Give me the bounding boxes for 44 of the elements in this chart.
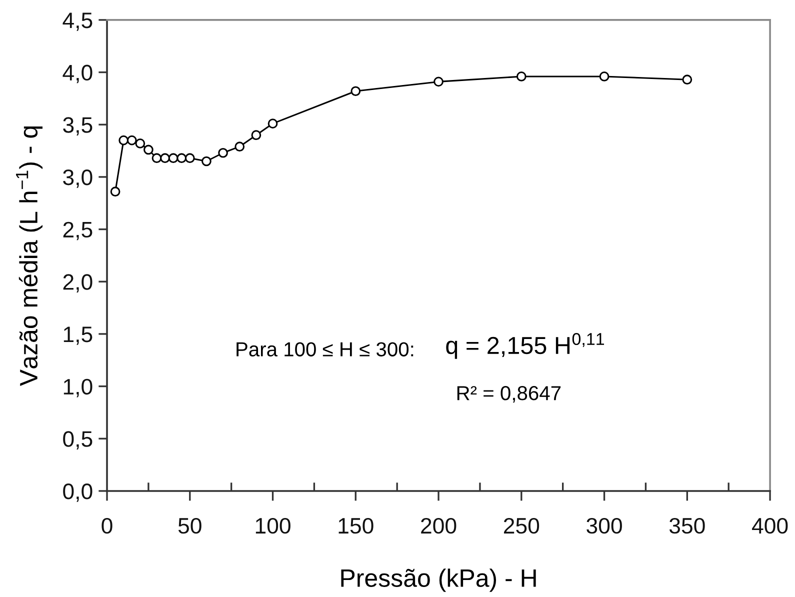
point <box>126 135 137 146</box>
point <box>135 138 146 148</box>
y-tick-label: 1,0 <box>64 378 92 398</box>
point <box>218 148 228 158</box>
annotation: q = 2,155 H$^{0,11}$ <box>446 333 604 359</box>
x-tick-label: 150 <box>338 518 374 534</box>
y-tick-label: 2,5 <box>63 222 92 240</box>
point <box>160 153 170 164</box>
x-tick-label: 100 <box>256 518 290 534</box>
annotation: R² = 0,8647 <box>457 386 561 403</box>
point <box>350 86 361 96</box>
point <box>434 76 444 87</box>
point <box>268 118 278 128</box>
point <box>516 72 526 82</box>
point <box>184 153 195 164</box>
point <box>599 72 610 82</box>
point <box>176 153 187 164</box>
y-tick-label: 0,0 <box>63 484 92 502</box>
x-tick-label: 0 <box>102 518 112 534</box>
y-tick-label: 3,5 <box>63 117 92 136</box>
annotation: Para 100 ≤ H ≤ 300: <box>236 342 414 356</box>
x-tick-label: 300 <box>586 518 622 534</box>
x-tick-label: 400 <box>752 518 788 534</box>
x-axis-title: Pressão (kPa) - H <box>341 568 536 592</box>
y-tick-label: 3,0 <box>63 169 92 188</box>
y-axis-title: Vazão média (L h$^{−1}$) - q <box>16 126 43 386</box>
point <box>144 144 154 155</box>
y-tick-label: 4,5 <box>62 12 92 31</box>
point <box>152 153 162 164</box>
y-tick-label: 4,0 <box>62 64 92 84</box>
x-tick-label: 250 <box>504 518 540 534</box>
point <box>110 186 120 197</box>
point <box>234 142 245 152</box>
point <box>251 130 262 140</box>
y-tick-label: 1,5 <box>64 326 92 345</box>
y-tick-label: 2,0 <box>63 274 92 293</box>
point <box>118 135 129 146</box>
point <box>168 153 178 164</box>
x-tick-label: 350 <box>669 518 705 534</box>
point <box>202 156 212 166</box>
x-tick-label: 200 <box>421 518 456 534</box>
point <box>682 74 692 85</box>
x-tick-label: 50 <box>178 518 202 534</box>
y-tick-label: 0,5 <box>63 431 92 450</box>
